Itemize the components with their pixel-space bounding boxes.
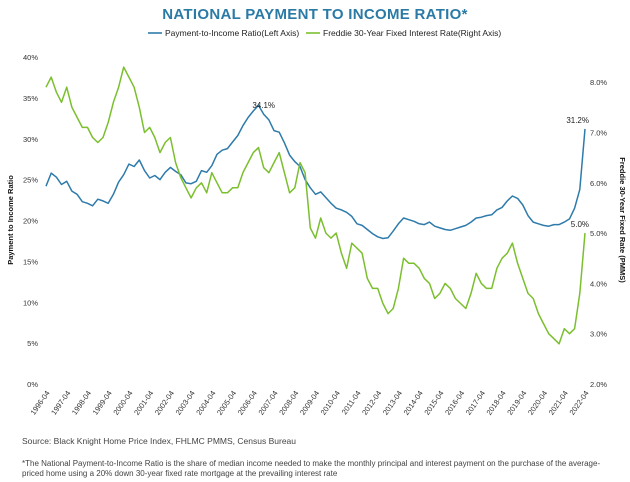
x-tick-label: 2018-04 (485, 389, 508, 417)
x-tick-label: 2004-04 (194, 389, 217, 417)
series-line-mortgage-rate (45, 66, 586, 345)
data-label: 5.0% (571, 220, 589, 229)
y-axis-title: Payment to Income Ratio (6, 175, 15, 265)
data-label: 34.1% (252, 101, 275, 110)
x-tick-label: 1996-04 (28, 389, 51, 417)
legend-label-rate: Freddie 30-Year Fixed Interest Rate(Righ… (323, 28, 501, 38)
x-tick-label: 2003-04 (174, 389, 197, 417)
y-tick-label: 40% (23, 53, 38, 62)
x-tick-label: 2002-04 (153, 389, 176, 417)
x-tick-label: 1998-04 (70, 389, 93, 417)
x-tick-label: 2019-04 (505, 389, 528, 417)
x-tick-label: 2010-04 (319, 389, 342, 417)
x-tick-label: 1999-04 (91, 389, 114, 417)
x-tick-label: 2012-04 (360, 389, 383, 417)
chart-title: NATIONAL PAYMENT TO INCOME RATIO* (162, 6, 467, 23)
y-tick-label: 20% (23, 217, 38, 226)
x-tick-label: 2008-04 (277, 389, 300, 417)
y2-tick-label: 2.0% (590, 380, 607, 389)
x-tick-label: 2000-04 (111, 389, 134, 417)
x-tick-label: 2001-04 (132, 389, 155, 417)
x-tick-label: 2015-04 (422, 389, 445, 417)
data-label: 31.2% (566, 116, 589, 125)
legend-label-payment: Payment-to-Income Ratio(Left Axis) (165, 28, 299, 38)
y2-tick-label: 7.0% (590, 128, 607, 137)
y-tick-label: 10% (23, 298, 38, 307)
y2-axis-title: Freddie 30-Year Fixed Rate (PMMS) (618, 157, 627, 283)
series-line-payment-ratio (45, 104, 586, 240)
x-tick-label: 2016-04 (443, 389, 466, 417)
y2-tick-label: 4.0% (590, 279, 607, 288)
y-tick-label: 25% (23, 176, 38, 185)
y-tick-label: 30% (23, 135, 38, 144)
x-tick-label: 2009-04 (298, 389, 321, 417)
y2-tick-label: 6.0% (590, 179, 607, 188)
y-tick-label: 15% (23, 257, 38, 266)
x-tick-label: 2005-04 (215, 389, 238, 417)
y-tick-label: 5% (27, 339, 38, 348)
footnote: *The National Payment-to-Income Ratio is… (22, 459, 601, 478)
y-tick-label: 35% (23, 94, 38, 103)
x-tick-label: 2011-04 (340, 389, 363, 416)
x-tick-label: 2013-04 (381, 389, 404, 417)
source-note: Source: Black Knight Home Price Index, F… (22, 436, 296, 446)
y2-tick-label: 3.0% (590, 330, 607, 339)
chart: NATIONAL PAYMENT TO INCOME RATIO* Payment… (6, 6, 627, 417)
x-tick-label: 2006-04 (236, 389, 259, 417)
x-tick-label: 2007-04 (257, 389, 280, 417)
x-tick-label: 2022-04 (567, 389, 590, 417)
x-tick-label: 2020-04 (526, 389, 549, 417)
y2-tick-label: 5.0% (590, 229, 607, 238)
x-tick-label: 1997-04 (49, 389, 72, 417)
x-tick-label: 2014-04 (402, 389, 425, 417)
y2-tick-label: 8.0% (590, 78, 607, 87)
x-tick-label: 2017-04 (464, 389, 487, 417)
x-tick-label: 2021-04 (547, 389, 570, 417)
y-tick-label: 0% (27, 380, 38, 389)
